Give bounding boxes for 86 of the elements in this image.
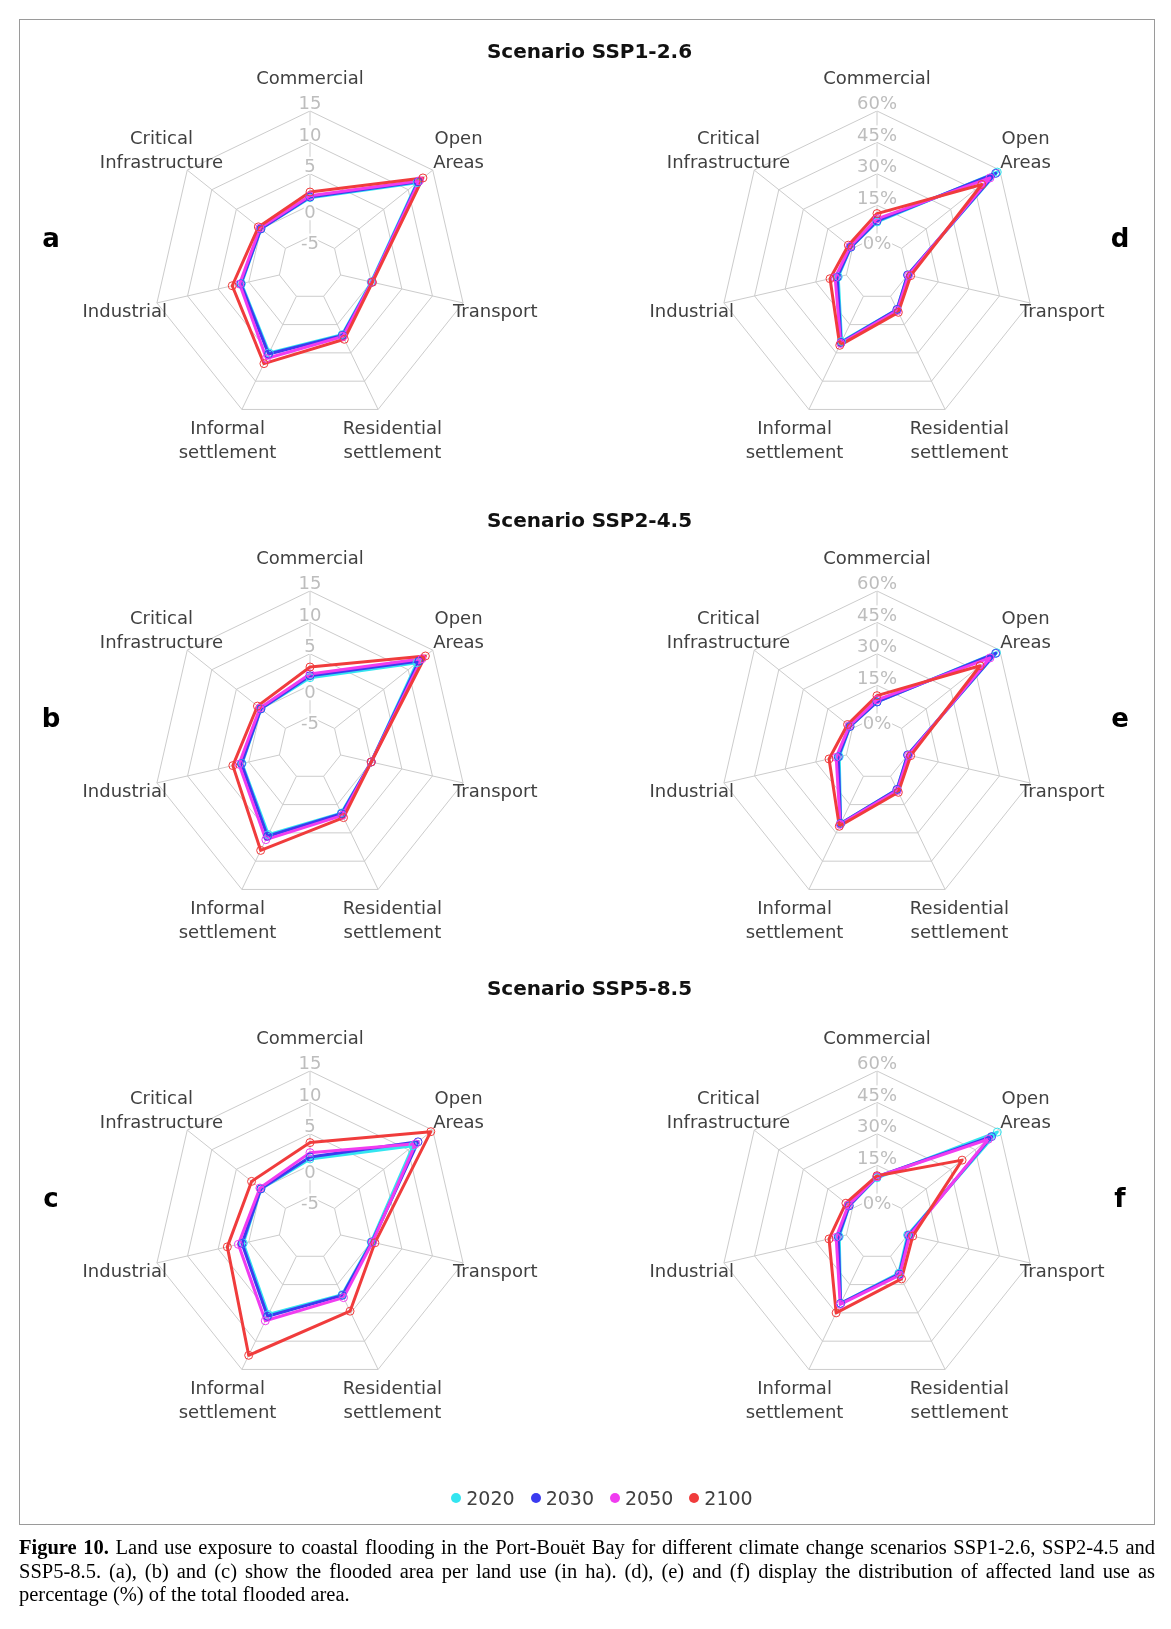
spoke-label: Transport [452,779,538,801]
y-tick-label: 15 [298,1052,322,1074]
spoke-label: Critical Infrastructure [666,1087,791,1133]
y-tick-label: 15% [856,1146,898,1168]
spoke-label: Commercial [256,547,364,569]
text: e [1110,702,1130,735]
legend-label: 2050 [625,1486,674,1511]
y-tick-label: 45% [856,603,898,625]
text: c [42,1182,60,1215]
spoke-label: Informal settlement [178,896,277,942]
spoke-label: Informal settlement [745,1376,844,1422]
spoke-label: Industrial [649,299,734,321]
y-tick-label: 5 [304,635,316,657]
spoke-label: Open Areas [433,607,484,653]
spoke-label: Industrial [649,1259,734,1281]
y-tick-label: 0% [862,232,892,254]
y-tick-label: 0% [862,712,892,734]
spoke-label: Residential settlement [342,1376,443,1422]
spoke-label: Transport [1019,1259,1105,1281]
legend-label: 2020 [466,1486,515,1511]
spoke-label: Commercial [823,1027,931,1049]
spoke-label: Residential settlement [342,416,443,462]
spoke-label: Open Areas [1000,607,1051,653]
y-tick-label: 15 [298,92,322,114]
spoke-label: Commercial [823,67,931,89]
y-tick-label: 0 [304,1160,316,1182]
y-tick-label: 60% [856,92,898,114]
spoke-label: Informal settlement [745,896,844,942]
spoke-label: Industrial [82,779,167,801]
spoke-label: Commercial [256,67,364,89]
y-tick-label: 15 [298,572,322,594]
spoke-label: Transport [452,299,538,321]
spoke-label: Informal settlement [178,1376,277,1422]
spoke-label: Open Areas [433,1087,484,1133]
spoke-label: Commercial [256,1027,364,1049]
y-tick-label: 45% [856,123,898,145]
spoke-label: Open Areas [433,127,484,173]
y-tick-label: 30% [856,635,898,657]
chart-title: Scenario SSP1-2.6 [485,38,694,65]
y-tick-label: -5 [301,1192,319,1214]
spoke-label: Industrial [82,1259,167,1281]
spoke-label: Commercial [823,547,931,569]
spoke-label: Critical Infrastructure [99,127,224,173]
spoke-label: Residential settlement [909,416,1010,462]
spoke-label: Transport [452,1259,538,1281]
y-tick-label: 0 [304,200,316,222]
text: f [1113,1182,1127,1215]
y-tick-label: 5 [304,155,316,177]
y-tick-label: 0% [862,1192,892,1214]
text: Scenario SSP2-4.5 [485,506,694,534]
spoke-label: Open Areas [1000,127,1051,173]
spoke-label: Transport [1019,779,1105,801]
spoke-label: Residential settlement [909,896,1010,942]
y-tick-label: 15% [856,666,898,688]
spoke-label: Industrial [649,779,734,801]
text: d [1109,222,1131,255]
spoke-label: Informal settlement [745,416,844,462]
y-tick-label: 30% [856,155,898,177]
legend-label: 2030 [545,1486,594,1511]
spoke-label: Open Areas [1000,1087,1051,1133]
y-tick-label: 5 [304,1115,316,1137]
y-tick-label: 60% [856,572,898,594]
y-tick-label: 10 [298,123,322,145]
text: b [40,702,62,735]
y-tick-label: 30% [856,1115,898,1137]
caption: Figure 10. Land use exposure to coastal flooding in the Port-Bouët Bay for different climate change scenarios SSP1-2.6, SSP2-4.5 and SSP5-8.5. (a), (b) and (c) show the flooded area per land use (in ha). (d), (e) and (f) display the distribution of affected land use as percentage (%) of the total flooded area. [19,1536,1155,1605]
spoke-label: Transport [1019,299,1105,321]
spoke-label: Critical Infrastructure [99,607,224,653]
spoke-label: Critical Infrastructure [666,607,791,653]
spoke-label: Informal settlement [178,416,277,462]
spoke-label: Residential settlement [342,896,443,942]
spoke-label: Critical Infrastructure [666,127,791,173]
spoke-label: Critical Infrastructure [99,1087,224,1133]
y-tick-label: -5 [301,232,319,254]
spoke-label: Industrial [82,299,167,321]
y-tick-label: 0 [304,680,316,702]
text: Scenario SSP5-8.5 [485,975,694,1002]
y-tick-label: -5 [301,712,319,734]
y-tick-label: 60% [856,1052,898,1074]
spoke-label: Residential settlement [909,1376,1010,1422]
y-tick-label: 45% [856,1083,898,1105]
y-tick-label: 15% [856,186,898,208]
legend-label: 2100 [704,1486,753,1511]
text: a [41,222,61,255]
y-tick-label: 10 [298,1083,322,1105]
y-tick-label: 10 [298,603,322,625]
